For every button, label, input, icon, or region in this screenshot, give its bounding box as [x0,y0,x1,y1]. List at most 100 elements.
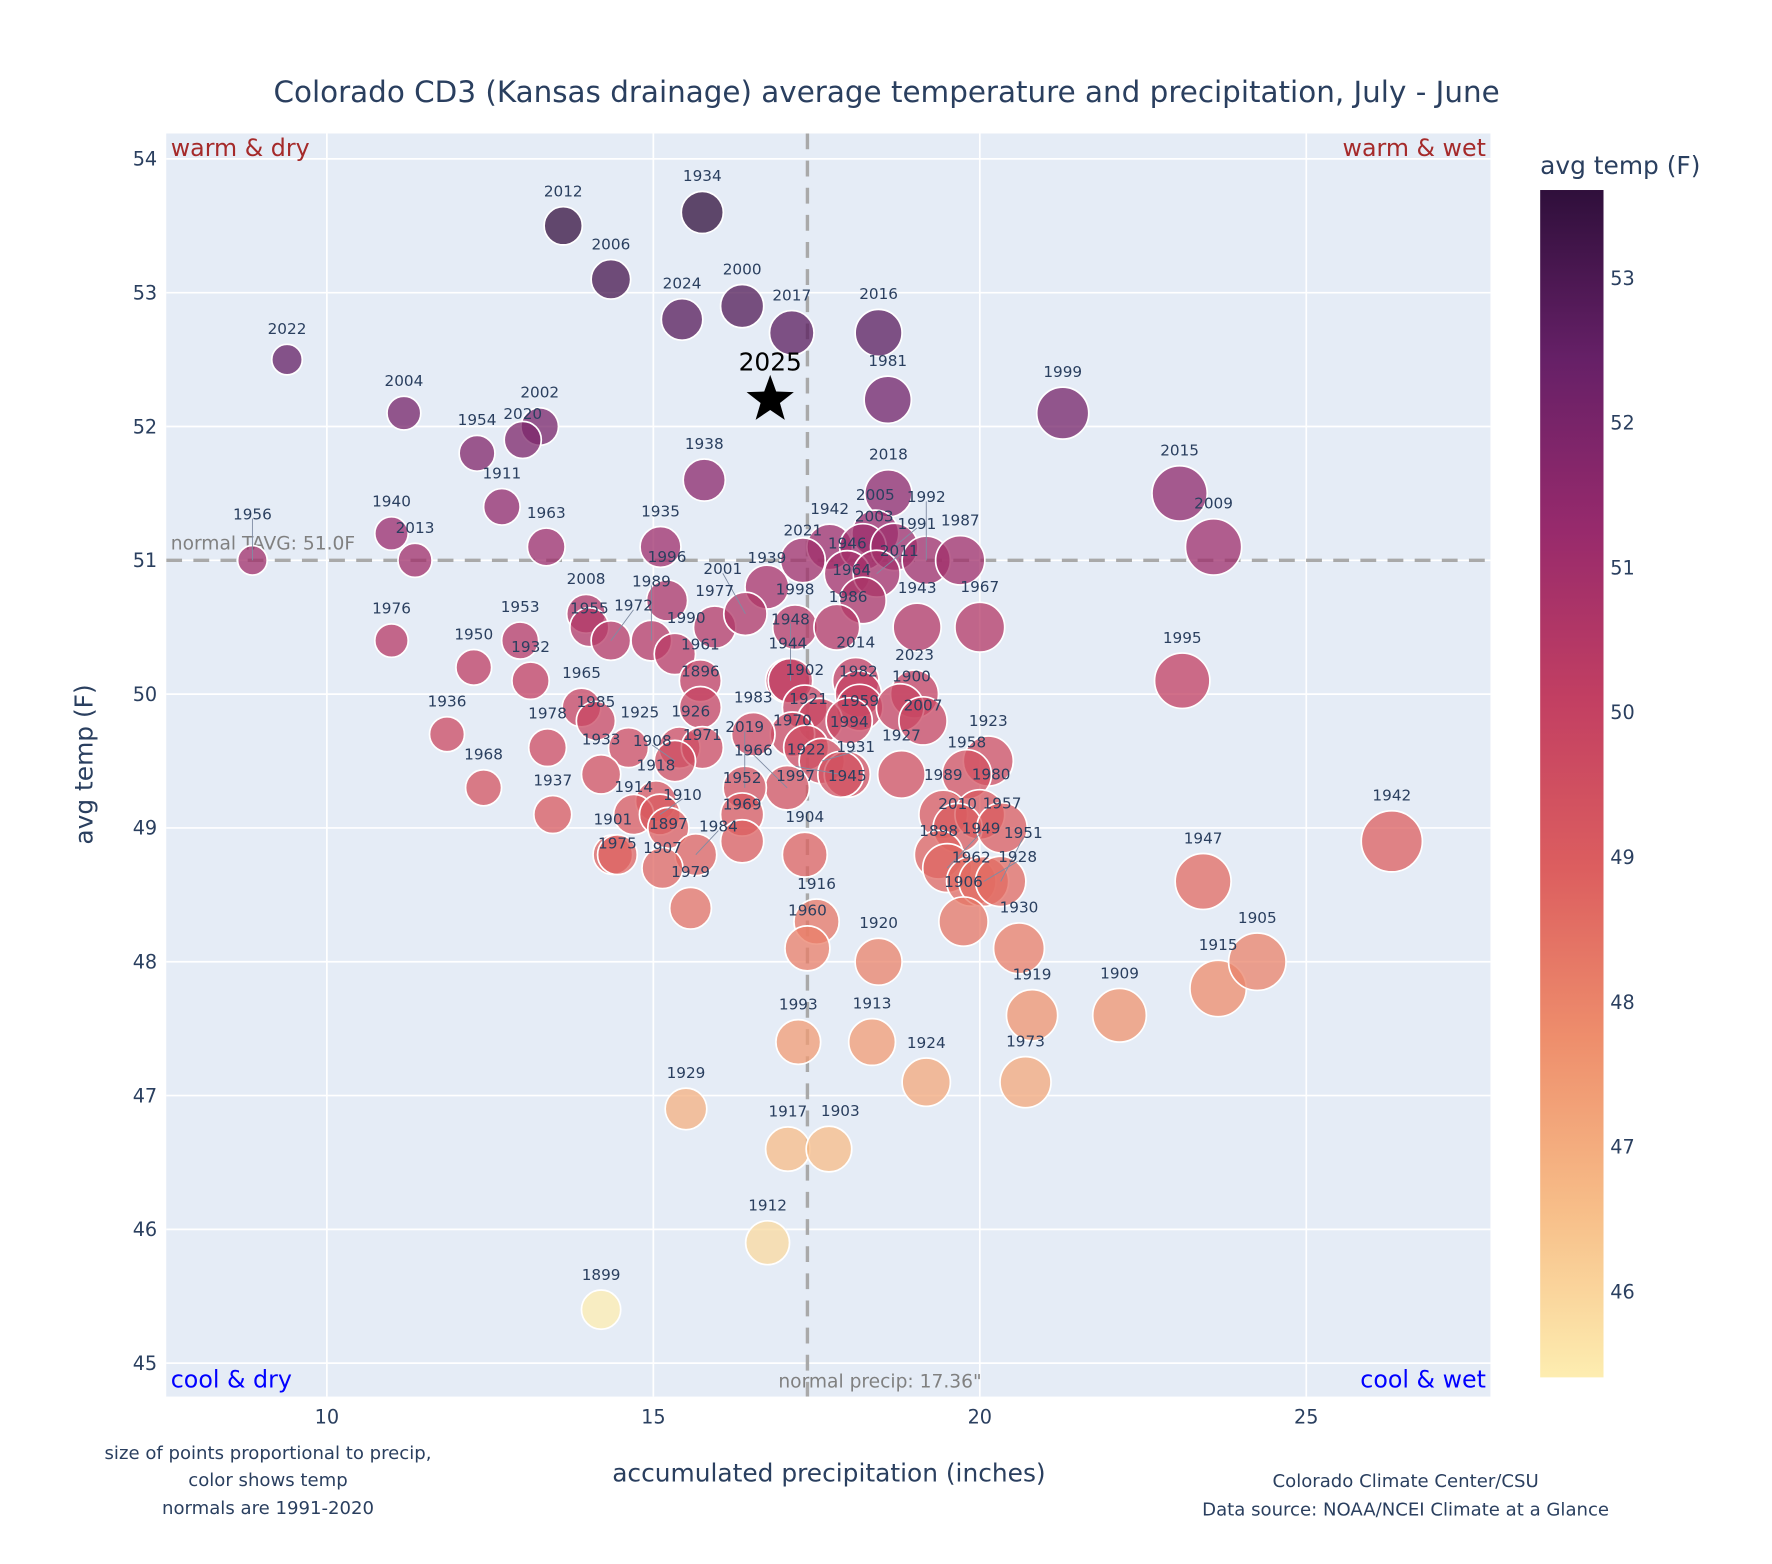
colorbar-tick-label: 49 [1610,846,1634,869]
data-point[interactable] [892,602,942,653]
point-labels: 2022 2012 1934 2006 2024 2000 2017 2016 1981 1999… [233,167,1411,1284]
point-year-label: 2024 [663,275,702,293]
data-point[interactable] [781,831,829,878]
point-year-label: 1898 [919,822,958,840]
data-point[interactable] [779,537,827,584]
data-point[interactable] [575,700,617,742]
data-point[interactable] [1360,809,1424,873]
label-leader-line [1000,837,1024,882]
data-point[interactable] [992,922,1046,975]
data-point[interactable] [847,1017,897,1067]
y-tick-label: 49 [133,817,157,840]
point-year-label: 1983 [734,688,773,706]
data-point[interactable] [730,711,776,757]
data-point[interactable] [543,205,584,246]
data-point[interactable] [590,258,632,300]
data-point[interactable] [607,726,650,769]
data-point[interactable] [373,623,410,659]
data-point[interactable] [1005,988,1059,1042]
data-point[interactable] [999,1055,1052,1109]
point-year-label: 1986 [829,588,868,606]
data-point[interactable] [428,715,466,753]
data-point[interactable] [1184,517,1243,576]
y-tick-label: 47 [133,1084,157,1107]
data-point[interactable] [825,696,874,745]
point-year-label: 2002 [520,384,559,402]
point-year-label: 1897 [649,815,688,833]
data-point[interactable] [719,283,765,329]
data-point[interactable] [503,420,543,460]
data-point[interactable] [784,925,831,972]
data-point[interactable] [500,621,540,660]
data-point[interactable] [682,458,727,502]
data-point[interactable] [863,375,913,425]
point-year-label: 1935 [641,502,680,520]
data-point[interactable] [397,542,433,579]
data-point[interactable] [1174,852,1232,911]
point-year-label: 1911 [482,464,521,482]
data-point[interactable] [482,487,521,526]
data-point[interactable] [511,661,551,701]
point-year-label: 2000 [723,260,762,278]
data-point[interactable] [464,768,503,807]
quadrant-cool-dry: cool & dry [171,1366,292,1394]
data-point[interactable] [805,1125,853,1173]
data-point[interactable] [854,937,903,987]
data-point[interactable] [580,1289,622,1331]
point-year-label: 1972 [614,597,653,615]
data-point[interactable] [1151,464,1209,522]
data-point[interactable] [764,1125,811,1173]
data-point[interactable] [1091,987,1148,1043]
y-tick-label: 51 [133,549,157,572]
colorbar-tick-label: 53 [1610,267,1634,290]
data-point[interactable] [653,632,697,676]
data-point[interactable] [653,739,697,783]
data-point[interactable] [580,753,622,795]
data-point[interactable] [596,833,639,876]
data-point[interactable] [768,309,815,356]
data-point[interactable] [1227,932,1287,992]
data-point[interactable] [876,749,927,800]
data-point[interactable] [680,190,725,235]
data-point[interactable] [975,801,1029,854]
data-point[interactable] [641,846,684,890]
data-point[interactable] [270,343,304,376]
label-leader-line [610,609,634,641]
point-year-label: 1912 [748,1197,787,1215]
data-point[interactable] [527,727,568,768]
data-point[interactable] [901,1057,952,1108]
point-year-label: 1982 [839,663,878,681]
x-tick-label: 20 [968,1406,992,1429]
data-point[interactable] [1153,652,1211,710]
data-point[interactable] [590,619,632,662]
data-point[interactable] [664,1087,708,1131]
data-point[interactable] [719,818,765,864]
data-point[interactable] [744,1219,791,1266]
data-point[interactable] [458,434,496,473]
data-point[interactable] [937,896,989,948]
data-point[interactable] [668,886,713,930]
point-year-label: 1906 [944,873,983,891]
data-point[interactable] [813,603,861,651]
data-point[interactable] [775,1018,822,1066]
data-point[interactable] [898,695,948,746]
point-year-label: 1991 [897,515,936,533]
data-point[interactable] [532,794,573,835]
y-tick-label: 50 [133,683,157,706]
data-point[interactable] [373,515,410,552]
point-year-label: 2009 [1194,495,1233,513]
point-year-label: 1899 [582,1266,621,1284]
y-tick-label: 54 [133,148,157,171]
data-point[interactable] [1035,386,1090,441]
data-point[interactable] [386,395,422,431]
data-point[interactable] [660,297,704,342]
data-point[interactable] [639,525,682,569]
point-year-label: 2001 [703,560,742,578]
data-point[interactable] [526,527,566,567]
data-point[interactable] [854,308,903,358]
data-point[interactable] [645,579,689,622]
data-point[interactable] [455,648,493,687]
label-leader-line [695,830,719,855]
data-point[interactable] [934,534,986,586]
data-point[interactable] [954,601,1006,653]
